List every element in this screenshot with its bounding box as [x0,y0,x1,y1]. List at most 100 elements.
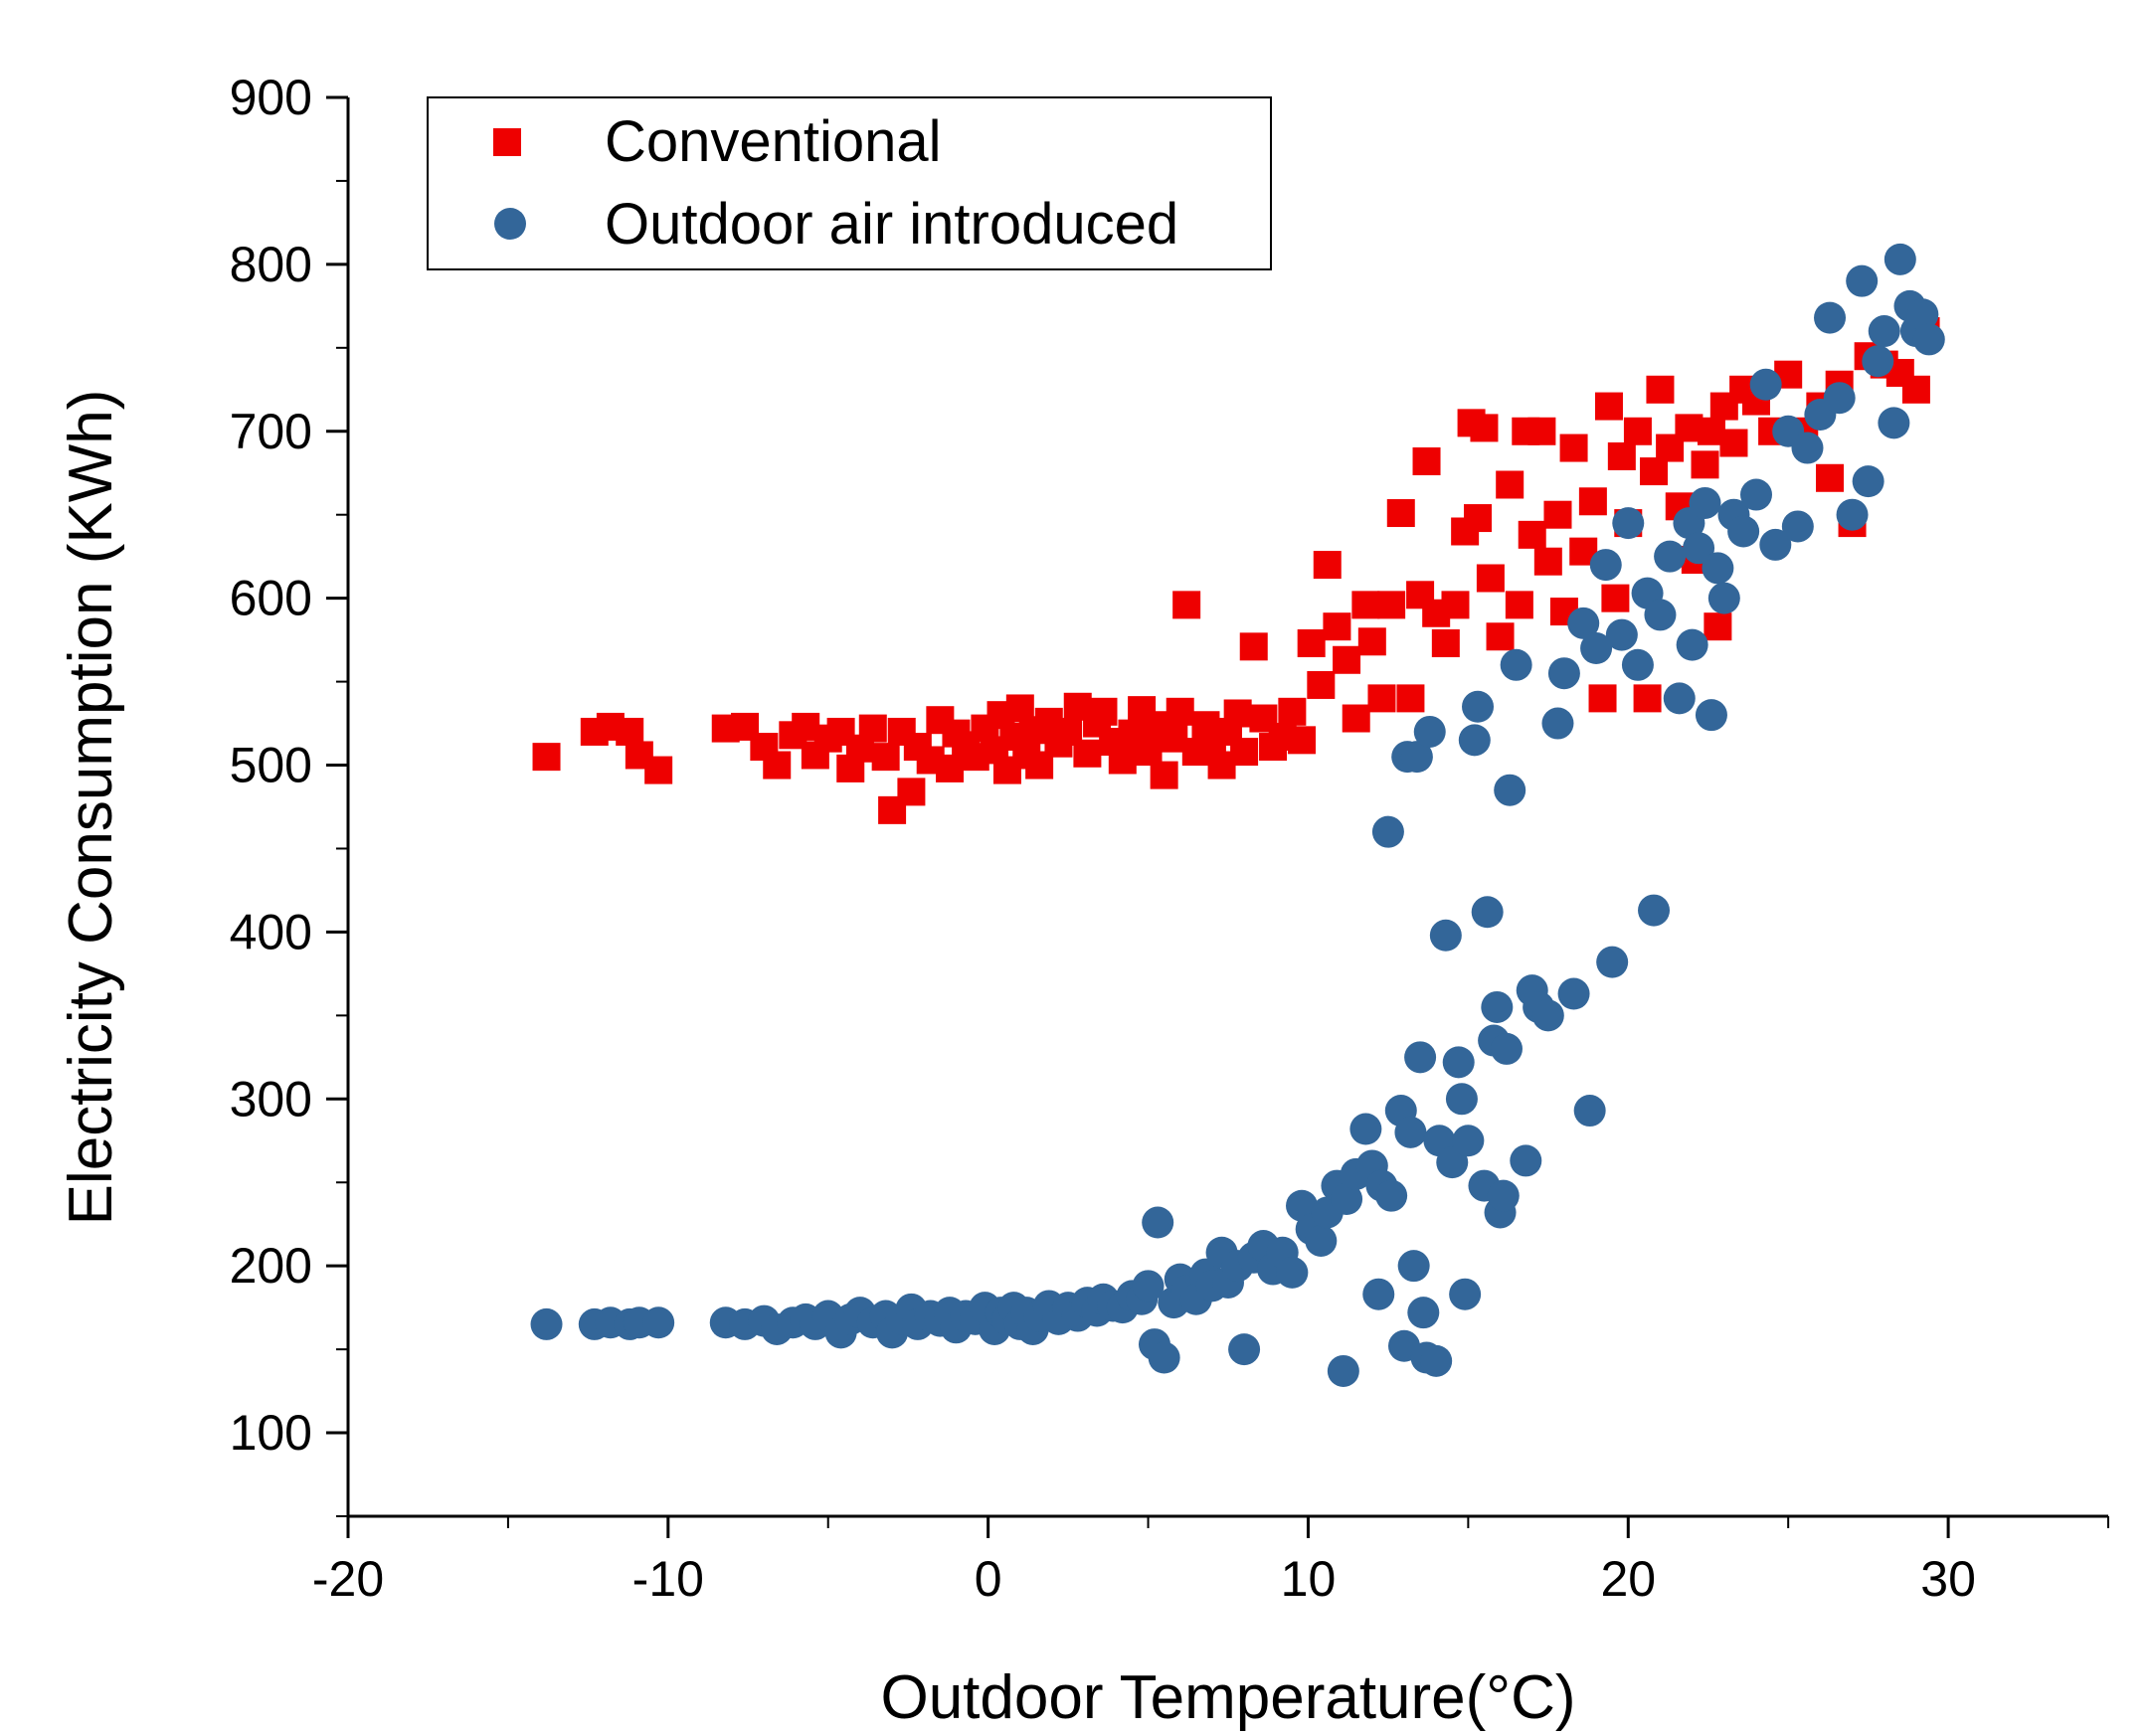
conventional-point [1172,591,1201,619]
outdoor-air-point [642,1306,675,1339]
y-axis-title: Electricity Consumption (KWh) [57,390,125,1226]
outdoor-air-point [1749,368,1782,401]
data-layer [530,243,1945,1387]
x-tick-label: 0 [975,1551,1002,1607]
outdoor-air-point [1740,478,1772,511]
legend-label-outdoor-air: Outdoor air introduced [605,192,1178,257]
conventional-point [858,714,887,743]
conventional-point [1278,697,1307,726]
ticks: -20 -10 0 10 20 30 100 200 300 400 500 600 700 800 900 [230,70,2109,1607]
conventional-point [1518,520,1546,549]
conventional-point [1333,645,1361,674]
outdoor-air-point [1449,1278,1482,1310]
outdoor-air-point [1727,515,1760,548]
conventional-point [1351,591,1380,619]
outdoor-air-point [1500,648,1532,681]
legend-marker-outdoor-air [494,208,526,240]
outdoor-air-point [1436,1146,1469,1179]
conventional-point [1288,726,1317,755]
outdoor-air-point [1702,552,1734,585]
conventional-point [1601,584,1630,612]
conventional-point [1470,414,1499,442]
y-tick-label: 200 [230,1238,312,1294]
outdoor-air-point [1707,582,1740,614]
outdoor-air-point [1878,407,1910,439]
outdoor-air-point [1823,382,1856,415]
outdoor-air-point [1605,618,1638,651]
x-tick-label: 30 [1920,1551,1976,1607]
outdoor-air-point [1791,432,1824,464]
legend-label-conventional: Conventional [605,109,942,174]
legend-box [427,96,1272,270]
outdoor-air-point [1814,301,1847,334]
y-tick-label: 700 [230,404,312,459]
y-tick-label: 800 [230,237,312,292]
outdoor-air-point [1580,632,1613,665]
outdoor-air-point [1676,628,1708,661]
x-tick-label: 10 [1281,1551,1337,1607]
conventional-point [1505,591,1533,619]
conventional-point [1527,417,1556,445]
outdoor-air-point [1471,896,1504,929]
outdoor-air-point [1862,345,1894,378]
outdoor-air-point [1644,599,1677,631]
outdoor-air-point [1429,919,1462,952]
outdoor-air-point [1852,465,1884,498]
outdoor-air-point [1132,1270,1165,1302]
conventional-point [1623,417,1652,445]
conventional-point [1901,375,1930,404]
outdoor-air-point [1836,498,1869,531]
axes [346,97,2108,1518]
outdoor-air-point [530,1307,563,1340]
conventional-point [1166,697,1194,726]
y-tick-label: 500 [230,738,312,793]
conventional-point [1607,441,1636,470]
outdoor-air-point [1884,243,1916,275]
y-tick-label: 300 [230,1071,312,1127]
outdoor-air-point [1541,707,1574,740]
conventional-point [1357,627,1386,656]
conventional-point [1323,612,1351,641]
conventional-point [1150,761,1178,789]
conventional-point [1486,622,1515,651]
legend: Conventional Outdoor air introduced [427,96,1272,270]
outdoor-air-point [1327,1354,1359,1387]
outdoor-air-point [1912,323,1945,356]
conventional-point [1719,429,1748,457]
outdoor-air-point [1481,990,1514,1023]
conventional-point [616,717,644,746]
conventional-point [1134,738,1163,767]
y-tick-label: 600 [230,571,312,626]
outdoor-air-point [1487,1179,1520,1212]
conventional-point [1464,504,1493,533]
outdoor-air-point [1331,1183,1363,1216]
conventional-point [1543,500,1572,529]
conventional-point [1646,375,1675,404]
conventional-point [1297,628,1326,657]
outdoor-air-point [1413,715,1446,748]
conventional-point [1533,547,1562,576]
outdoor-air-point [1510,1144,1542,1177]
outdoor-air-point [1148,1341,1180,1374]
series-outdoor-air-introduced [530,243,1945,1387]
conventional-point [1412,446,1441,475]
conventional-point [1377,591,1406,619]
outdoor-air-point [1404,1041,1437,1074]
conventional-point [897,778,926,806]
series-conventional [532,317,1940,824]
outdoor-air-point [1407,1297,1440,1329]
outdoor-air-point [1420,1344,1453,1377]
x-tick-label: -20 [312,1551,384,1607]
y-tick-label: 100 [230,1405,312,1461]
outdoor-air-point [1781,510,1814,543]
conventional-point [1691,450,1719,479]
conventional-point [1342,704,1370,733]
conventional-point [1559,434,1588,462]
outdoor-air-point [1589,549,1622,582]
conventional-point [1578,487,1607,516]
outdoor-air-point [1868,315,1900,348]
outdoor-air-point [1846,264,1879,297]
outdoor-air-point [1689,486,1721,519]
conventional-point [1816,463,1845,492]
conventional-point [1239,632,1268,661]
